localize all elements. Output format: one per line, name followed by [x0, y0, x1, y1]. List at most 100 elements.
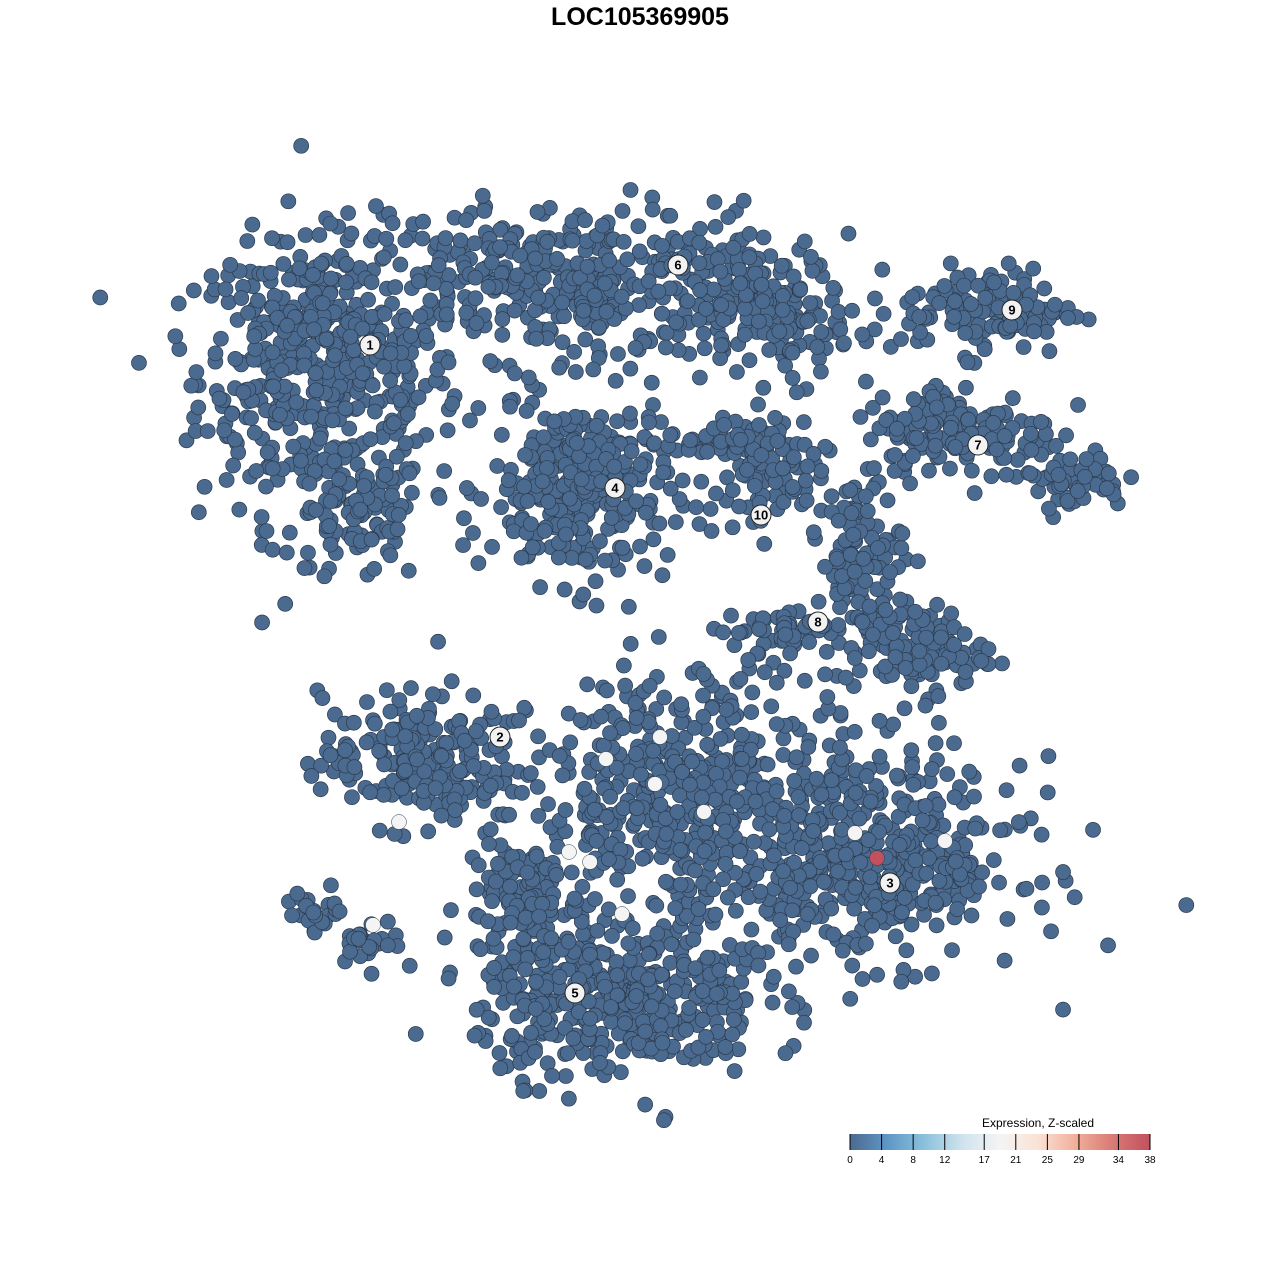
data-point [561, 490, 578, 507]
data-point [554, 334, 571, 351]
data-point [296, 560, 313, 576]
data-point [743, 704, 760, 720]
data-point [1062, 451, 1079, 468]
data-point [715, 624, 732, 641]
cluster-label-badge [807, 611, 829, 633]
data-point [183, 377, 200, 394]
data-point [865, 400, 881, 416]
data-point [483, 703, 500, 720]
data-point [652, 1018, 669, 1034]
data-point [403, 680, 419, 696]
data-point [1018, 880, 1035, 897]
data-point [699, 736, 716, 753]
data-point [530, 728, 546, 745]
data-point [788, 749, 805, 766]
data-point [847, 879, 864, 896]
data-point [324, 412, 341, 429]
data-point [352, 501, 369, 518]
data-point [528, 330, 545, 347]
data-point [258, 478, 274, 495]
data-point [942, 255, 959, 272]
cluster-label-text: 10 [754, 508, 768, 523]
colorbar-tick-label: 29 [1073, 1155, 1085, 1166]
data-point [998, 466, 1015, 483]
data-point [305, 904, 322, 921]
data-point [486, 979, 502, 995]
data-point [467, 290, 484, 307]
data-point [213, 330, 229, 347]
data-point [1059, 493, 1076, 509]
data-point [522, 765, 539, 781]
data-point [800, 739, 817, 755]
data-point [587, 891, 603, 907]
data-point [878, 412, 895, 428]
data-point [615, 233, 632, 250]
data-point [802, 295, 818, 311]
chart-title: LOC105369905 [551, 3, 729, 31]
data-point [467, 269, 484, 286]
data-point [222, 256, 239, 273]
data-point [412, 308, 429, 325]
data-point [199, 423, 216, 439]
data-point [887, 649, 904, 665]
data-point [724, 519, 741, 536]
data-point [724, 482, 741, 499]
data-point [852, 409, 869, 425]
data-point [527, 1000, 544, 1017]
data-point [481, 836, 497, 852]
data-point [482, 353, 499, 369]
data-point [889, 420, 905, 437]
data-point [273, 362, 290, 379]
data-point [589, 922, 606, 939]
data-point [281, 524, 298, 541]
data-point [1015, 339, 1032, 355]
data-point [466, 235, 483, 252]
data-point [691, 255, 708, 271]
highlighted-data-point [391, 814, 407, 830]
data-point [275, 256, 292, 272]
data-point [903, 678, 920, 695]
data-point [773, 257, 790, 274]
data-point [645, 531, 662, 548]
data-point [509, 1008, 526, 1025]
data-point [764, 994, 781, 1011]
data-point [337, 400, 354, 417]
data-point [378, 682, 395, 699]
data-point [516, 478, 532, 495]
data-point [874, 261, 891, 278]
data-point [886, 463, 903, 479]
data-point [224, 406, 240, 422]
data-point [866, 460, 882, 476]
cluster-label-badge [750, 504, 772, 526]
data-point [573, 913, 590, 930]
data-point [551, 969, 568, 985]
data-point [877, 602, 894, 618]
data-point [430, 633, 446, 650]
cluster-label-9: 9 [1001, 299, 1023, 321]
data-point [693, 473, 710, 490]
data-point [231, 501, 248, 518]
highlighted-data-point [614, 906, 630, 922]
highlighted-data-point [869, 850, 885, 866]
data-point [716, 417, 732, 433]
data-point [694, 1012, 711, 1028]
data-point [753, 276, 770, 293]
data-point [443, 673, 460, 690]
data-point [323, 270, 339, 287]
data-point [688, 499, 705, 516]
data-point [462, 412, 478, 429]
legend: Expression, Z-scaled 0 4 8 12 17 21 25 29 34 38 [847, 1116, 1156, 1166]
data-point [482, 821, 499, 838]
data-point [586, 287, 603, 304]
data-point [847, 785, 864, 801]
data-point [609, 413, 625, 430]
data-point [720, 209, 737, 225]
data-point [458, 304, 475, 321]
data-point [632, 456, 649, 473]
data-point [657, 339, 674, 356]
data-point [566, 890, 583, 907]
data-point [947, 439, 964, 455]
cluster-label-4: 4 [604, 477, 626, 499]
data-point [466, 1027, 483, 1044]
data-point [345, 714, 362, 731]
